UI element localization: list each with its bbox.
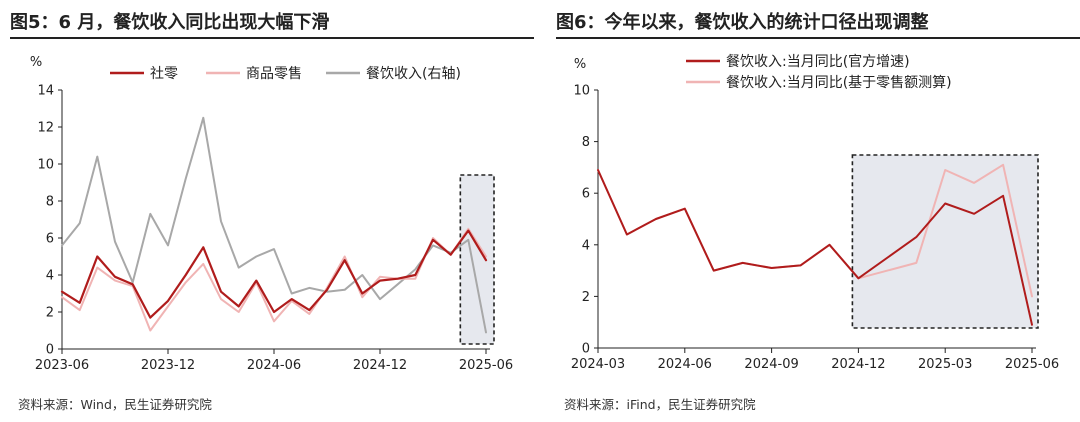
source-note: 资料来源：iFind，民生证券研究院 [564,397,756,412]
chart-title: 图5：6 月，餐饮收入同比出现大幅下滑 [10,12,330,33]
y-tick-label: 8 [582,135,590,150]
y-tick-label: 10 [37,158,54,173]
y-tick-label: 10 [573,84,590,99]
y-tick-label: 14 [37,84,54,99]
title-rule [556,37,1080,39]
y-tick-label: 6 [582,187,590,202]
chart-panel-left: 图5：6 月，餐饮收入同比出现大幅下滑 0 2 4 6 8 10 12 14% 2023-06 2… [10,0,534,422]
x-tick-label: 2024-03 [571,357,625,372]
x-tick-label: 2024-09 [744,357,798,372]
chart-right-svg: 0 2 4 6 8 10% 2024-03 2024-06 2024-09 2024-12 2025… [571,54,1059,372]
x-tick-label: 2025-03 [918,357,972,372]
y-axis-label: % [30,55,42,70]
legend-label-1: 商品零售 [246,66,302,82]
legend-label-0: 餐饮收入:当月同比(官方增速) [726,54,910,70]
x-tick-label: 2024-06 [247,358,301,373]
highlight-box [851,154,1039,329]
y-tick-label: 2 [582,290,590,305]
x-tick-label: 2023-06 [35,358,89,373]
y-tick-label: 2 [46,306,54,321]
x-tick-label: 2024-12 [353,358,407,373]
x-tick-label: 2023-12 [141,358,195,373]
legend-label-2: 餐饮收入(右轴) [366,66,461,82]
chart-left-svg: 0 2 4 6 8 10 12 14% 2023-06 2023-12 2024-06 2024-12… [30,55,513,373]
x-tick-label: 2024-06 [658,357,712,372]
chart-title: 图6：今年以来，餐饮收入的统计口径出现调整 [556,12,929,33]
y-axis-label: % [574,57,586,72]
series-line-2 [61,116,487,334]
chart-panel-right: 图6：今年以来，餐饮收入的统计口径出现调整 0 2 4 6 8 10% 2024-03 202… [556,0,1080,422]
legend-label-1: 餐饮收入:当月同比(基于零售额测算) [726,74,952,91]
series-line-1 [61,227,487,332]
y-tick-label: 12 [37,121,54,136]
y-tick-label: 4 [582,238,590,253]
y-tick-label: 4 [46,269,54,284]
title-rule [10,37,534,39]
x-tick-label: 2025-06 [459,358,513,373]
y-tick-label: 0 [46,343,54,358]
source-note: 资料来源：Wind，民生证券研究院 [18,397,212,412]
y-tick-label: 6 [46,232,54,247]
x-tick-label: 2025-06 [1005,357,1059,372]
legend-label-0: 社零 [150,66,178,82]
highlight-box [459,174,495,345]
y-tick-label: 0 [582,342,590,357]
series-line-0 [597,169,1033,326]
series-line-0 [60,229,488,319]
y-tick-label: 8 [46,195,54,210]
x-tick-label: 2024-12 [831,357,885,372]
